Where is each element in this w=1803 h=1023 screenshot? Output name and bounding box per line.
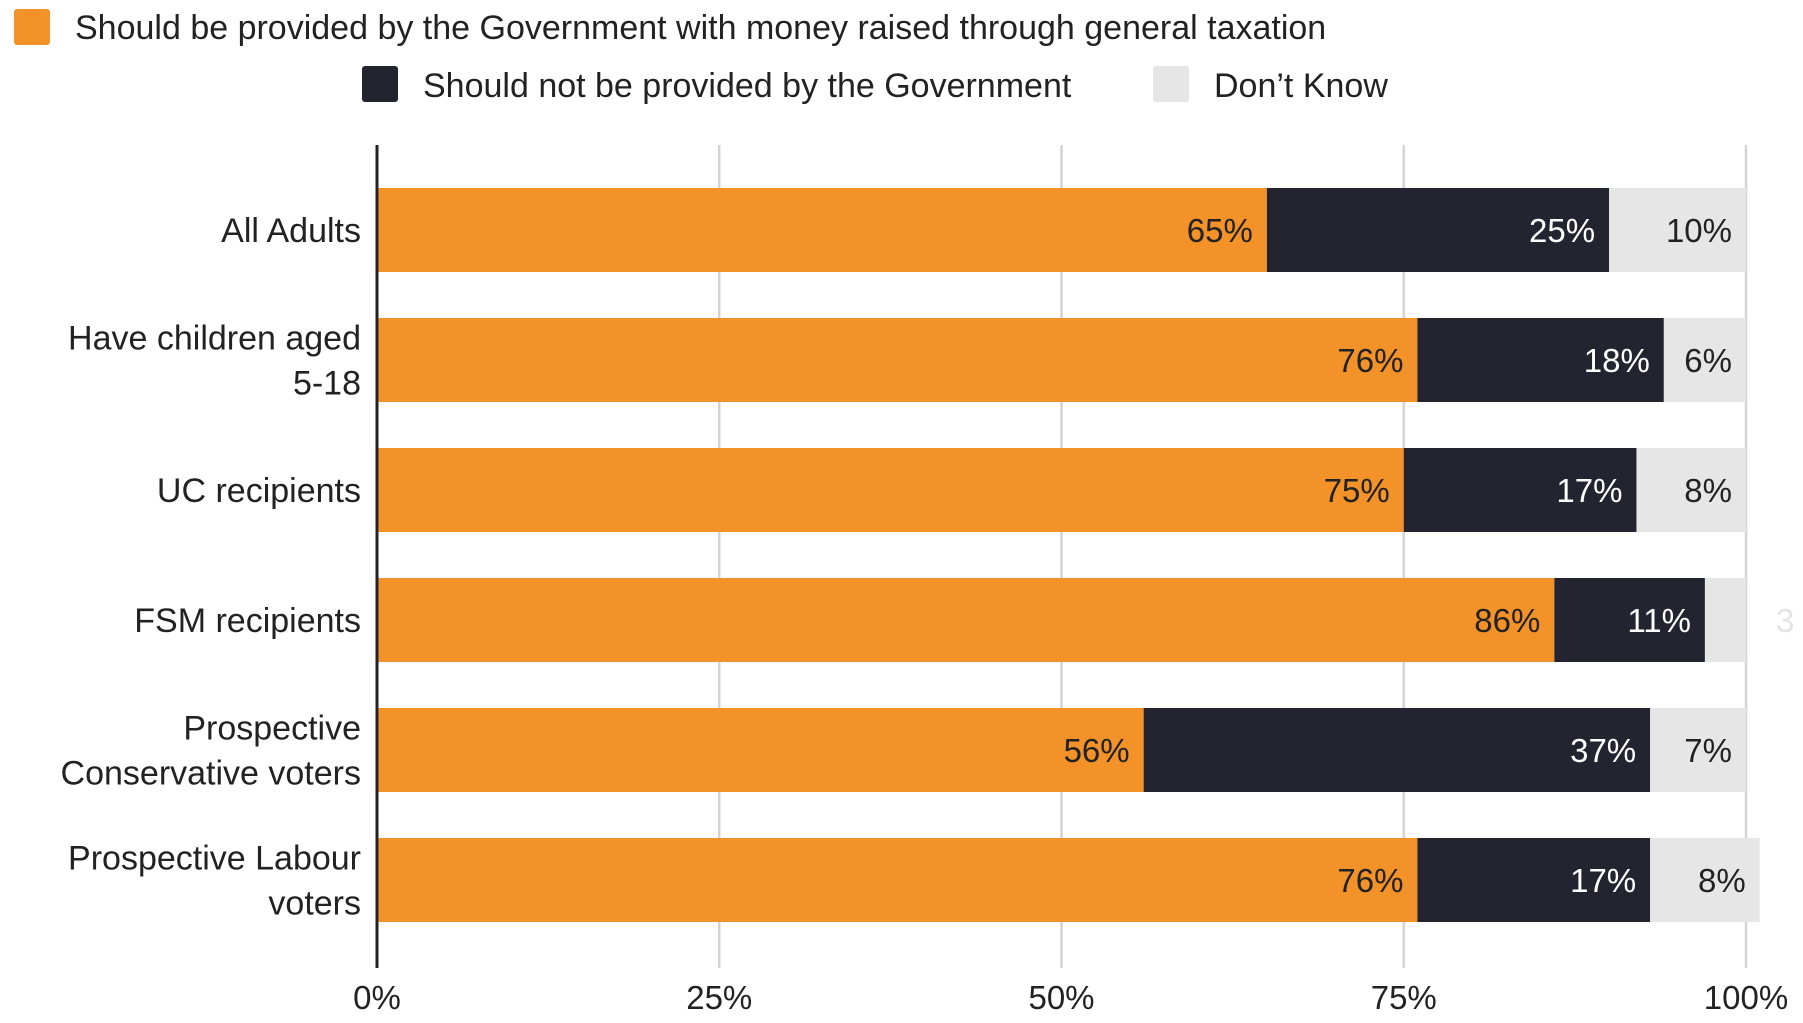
x-tick-label-4: 100%: [1704, 979, 1788, 1016]
bar-segment-4-2: [1650, 708, 1746, 792]
legend-item-2: Don’t Know: [1153, 66, 1388, 105]
category-label-1: Have children aged 5-18: [68, 320, 361, 403]
data-label-1-1: 18%: [1584, 342, 1650, 379]
category-label-line: Prospective Labour: [68, 840, 361, 878]
bar-segment-5-2: [1650, 838, 1760, 922]
bar-segment-2-2: [1636, 448, 1746, 532]
category-label-line: Conservative voters: [61, 755, 361, 793]
category-label-line: All Adults: [221, 212, 361, 250]
data-label-3-0: 86%: [1474, 602, 1540, 639]
category-label-4: Prospective Conservative voters: [61, 710, 361, 793]
legend-swatch-1: [362, 66, 398, 102]
bar-segment-0-0: [377, 188, 1267, 272]
legend-label-2: Don’t Know: [1214, 67, 1388, 105]
bar-segment-3-2: [1704, 578, 1746, 662]
bar-row-0: 65% 25% 10%: [377, 188, 1746, 272]
data-label-2-0: 75%: [1324, 472, 1390, 509]
data-label-2-1: 17%: [1556, 472, 1622, 509]
category-label-line: FSM recipients: [134, 602, 361, 640]
legend-item-1: Should not be provided by the Government: [362, 66, 1072, 105]
data-label-2-2: 8%: [1684, 472, 1732, 509]
x-axis-tick-labels: 0% 25% 50% 75% 100%: [353, 979, 1788, 1016]
data-label-0-2: 10%: [1666, 212, 1732, 249]
legend-label-0: Should be provided by the Government wit…: [75, 9, 1326, 47]
data-label-1-2: 6%: [1684, 342, 1732, 379]
data-label-1-0: 76%: [1337, 342, 1403, 379]
legend-swatch-2: [1153, 66, 1189, 102]
bar-segment-5-0: [377, 838, 1418, 922]
category-label-5: Prospective Labour voters: [68, 840, 361, 923]
category-label-line: voters: [268, 885, 361, 923]
bar-segment-0-1: [1266, 188, 1610, 272]
bar-row-3: 86% 11% 3: [377, 578, 1794, 662]
bar-segment-1-2: [1663, 318, 1746, 402]
bar-segment-2-1: [1403, 448, 1637, 532]
category-label-line: Have children aged: [68, 320, 361, 358]
legend: Should be provided by the Government wit…: [14, 9, 1388, 105]
category-label-line: 5-18: [293, 365, 361, 403]
gridlines: [718, 145, 1748, 968]
data-label-4-2: 7%: [1684, 732, 1732, 769]
x-tick-label-1: 25%: [686, 979, 752, 1016]
bar-row-5: 76% 17% 8%: [377, 838, 1760, 922]
bar-segment-3-1: [1554, 578, 1705, 662]
bar-segment-2-0: [377, 448, 1404, 532]
data-label-0-0: 65%: [1187, 212, 1253, 249]
legend-swatch-0: [14, 9, 50, 45]
bar-segment-1-1: [1417, 318, 1664, 402]
category-label-2: UC recipients: [157, 472, 361, 510]
x-tick-label-0: 0%: [353, 979, 401, 1016]
data-label-0-1: 25%: [1529, 212, 1595, 249]
data-label-3-1: 11%: [1627, 602, 1691, 639]
data-label-5-1: 17%: [1570, 862, 1636, 899]
data-label-4-1: 37%: [1570, 732, 1636, 769]
data-label-3-2: 3: [1776, 602, 1794, 639]
bar-segment-3-0: [377, 578, 1555, 662]
legend-label-1: Should not be provided by the Government: [423, 67, 1072, 105]
category-label-0: All Adults: [221, 212, 361, 250]
bar-row-4: 56% 37% 7%: [377, 708, 1746, 792]
category-label-line: UC recipients: [157, 472, 361, 510]
bar-segment-0-2: [1609, 188, 1746, 272]
category-label-3: FSM recipients: [134, 602, 361, 640]
bar-segment-5-1: [1417, 838, 1651, 922]
bars: 65% 25% 10% 76% 18% 6% 75% 17% 8% 86% 11% 3 56% 37% 7%…: [377, 188, 1794, 922]
category-label-line: Prospective: [183, 710, 361, 748]
x-tick-label-3: 75%: [1371, 979, 1437, 1016]
category-labels: All Adults Have children aged 5-18 UC recip…: [61, 212, 361, 923]
data-label-5-2: 8%: [1698, 862, 1746, 899]
bar-segment-4-1: [1143, 708, 1651, 792]
legend-item-0: Should be provided by the Government wit…: [14, 9, 1326, 47]
bar-segment-4-0: [377, 708, 1144, 792]
bar-row-2: 75% 17% 8%: [377, 448, 1746, 532]
bar-segment-1-0: [377, 318, 1418, 402]
data-label-4-0: 56%: [1064, 732, 1130, 769]
data-label-5-0: 76%: [1337, 862, 1403, 899]
bar-row-1: 76% 18% 6%: [377, 318, 1746, 402]
x-tick-label-2: 50%: [1028, 979, 1094, 1016]
